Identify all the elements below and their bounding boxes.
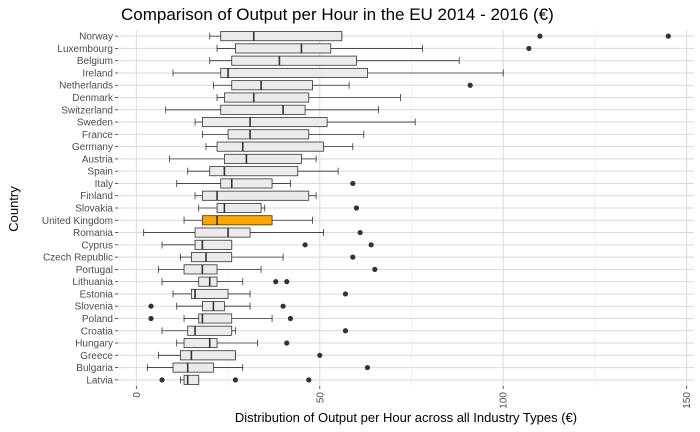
- outlier-point: [273, 279, 279, 285]
- outlier-point: [357, 229, 363, 236]
- y-tick-label: Sweden: [77, 118, 113, 129]
- box-cyprus: [194, 239, 233, 250]
- outlier-point: [342, 291, 349, 297]
- box-greece: [179, 350, 236, 361]
- outlier-point: [148, 315, 154, 322]
- chart-title: Comparison of Output per Hour in the EU …: [121, 5, 554, 24]
- box-bulgaria: [172, 362, 214, 373]
- box-romania: [194, 227, 251, 238]
- y-tick-label: Belgium: [77, 56, 113, 67]
- box-finland: [201, 190, 310, 201]
- y-tick-label: Poland: [82, 314, 113, 325]
- y-tick-label: Lithuania: [72, 277, 113, 288]
- y-tick-label: Luxembourg: [57, 44, 113, 55]
- outlier-point: [372, 266, 378, 272]
- box-slovakia: [216, 202, 262, 214]
- outlier-point: [342, 328, 349, 334]
- box-belgium: [231, 55, 357, 66]
- box-norway: [220, 31, 343, 42]
- outlier-point: [317, 352, 323, 358]
- outlier-point: [287, 315, 294, 322]
- outlier-point: [302, 242, 308, 248]
- y-tick-label: France: [82, 130, 114, 141]
- y-tick-label: Slovenia: [75, 302, 114, 313]
- x-tick-label: 150: [682, 392, 693, 409]
- x-tick-label: 100: [499, 392, 510, 409]
- box-united-kingdom: [201, 215, 273, 226]
- outlier-point: [284, 340, 290, 346]
- outlier-point: [364, 364, 371, 371]
- y-tick-label: Slovakia: [75, 204, 113, 215]
- outlier-point: [159, 377, 165, 383]
- y-tick-label: Romania: [73, 228, 113, 239]
- box-poland: [198, 313, 233, 324]
- y-tick-label: Greece: [80, 351, 113, 362]
- outlier-point: [148, 303, 154, 309]
- box-france: [227, 129, 310, 140]
- y-tick-label: Latvia: [86, 375, 113, 386]
- y-tick-label: Croatia: [81, 326, 114, 337]
- y-tick-label: Norway: [79, 32, 113, 43]
- box-switzerland: [220, 104, 306, 115]
- x-axis-title: Distribution of Output per Hour across a…: [235, 410, 577, 425]
- outlier-point: [280, 303, 286, 309]
- box-latvia: [183, 374, 200, 385]
- y-tick-label: Portugal: [76, 265, 113, 276]
- x-tick-label: 0: [132, 392, 143, 398]
- outlier-point: [284, 279, 290, 285]
- box-spain: [209, 166, 299, 177]
- box-croatia: [187, 325, 233, 336]
- box-denmark: [223, 92, 310, 103]
- y-tick-label: Ireland: [82, 68, 113, 79]
- box-netherlands: [231, 80, 313, 91]
- y-tick-label: Czech Republic: [43, 253, 113, 264]
- box-estonia: [190, 288, 229, 299]
- box-austria: [223, 153, 302, 164]
- box-hungary: [183, 338, 218, 349]
- y-tick-label: Estonia: [80, 289, 114, 300]
- outlier-point: [665, 33, 671, 39]
- y-tick-label: Austria: [82, 154, 114, 165]
- outlier-point: [368, 242, 374, 248]
- y-tick-label: Netherlands: [59, 81, 113, 92]
- y-tick-label: Italy: [95, 179, 113, 190]
- y-tick-label: Germany: [72, 142, 113, 153]
- box-ireland: [220, 67, 368, 78]
- outlier-point: [526, 45, 532, 52]
- outlier-point: [353, 205, 360, 211]
- y-tick-label: Hungary: [75, 339, 113, 350]
- y-tick-label: United Kingdom: [42, 216, 113, 227]
- box-sweden: [201, 117, 328, 128]
- box-luxembourg: [235, 43, 332, 54]
- y-tick-label: Switzerland: [61, 105, 113, 116]
- box-portugal: [183, 264, 218, 275]
- y-tick-label: Cyprus: [81, 240, 113, 251]
- y-tick-label: Finland: [80, 191, 113, 202]
- y-axis-title: Country: [6, 186, 21, 232]
- outlier-point: [232, 377, 239, 383]
- x-tick-label: 50: [315, 392, 326, 404]
- y-tick-label: Denmark: [72, 93, 114, 104]
- box-czech-republic: [190, 252, 233, 263]
- outlier-point: [350, 180, 356, 187]
- box-germany: [216, 141, 324, 152]
- box-italy: [220, 178, 273, 189]
- y-tick-label: Spain: [87, 167, 113, 178]
- y-tick-label: Bulgaria: [76, 363, 113, 374]
- outlier-point: [350, 254, 356, 260]
- outlier-point: [306, 377, 312, 383]
- box-lithuania: [198, 276, 218, 287]
- outlier-point: [467, 82, 473, 88]
- outlier-point: [537, 33, 543, 39]
